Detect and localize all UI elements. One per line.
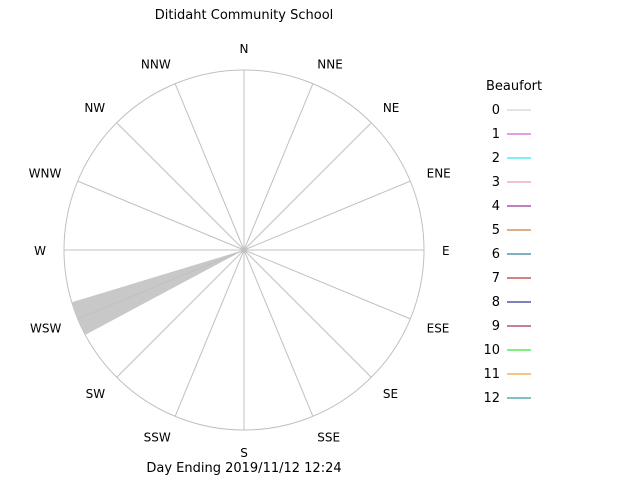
direction-label-w: W <box>34 244 46 258</box>
spoke-se <box>243 249 372 378</box>
rose-plot: N NNE NE ENE E ESE SE SSE S SSW SW WSW W WNW NW NNW <box>29 42 451 460</box>
spoke-wsw <box>77 249 245 320</box>
spoke-sse <box>243 249 314 417</box>
legend-label-6: 6 <box>492 247 500 262</box>
legend-label-4: 4 <box>492 199 500 214</box>
legend-label-3: 3 <box>492 175 500 190</box>
legend-label-2: 2 <box>492 151 500 166</box>
chart-title: Ditidaht Community School <box>155 8 334 23</box>
chart-footer: Day Ending 2019/11/12 12:24 <box>146 461 341 476</box>
legend-label-7: 7 <box>492 271 500 286</box>
legend-label-0: 0 <box>492 103 500 118</box>
legend-label-11: 11 <box>483 367 500 382</box>
legend-label-8: 8 <box>492 295 500 310</box>
direction-label-nne: NNE <box>317 57 343 71</box>
direction-label-ese: ESE <box>427 321 450 335</box>
direction-label-nw: NW <box>84 101 105 115</box>
direction-label-ne: NE <box>383 101 400 115</box>
petal-layer <box>71 250 245 335</box>
legend-label-1: 1 <box>492 127 500 142</box>
spoke-ese <box>243 249 411 320</box>
direction-label-sse: SSE <box>317 431 340 445</box>
legend-label-5: 5 <box>492 223 500 238</box>
legend-label-12: 12 <box>483 391 500 406</box>
direction-label-e: E <box>442 244 450 258</box>
direction-label-ene: ENE <box>427 167 451 181</box>
spoke-layer <box>64 70 424 430</box>
legend-title: Beaufort <box>486 79 542 94</box>
spoke-nne <box>243 83 314 251</box>
spoke-nnw <box>174 83 245 251</box>
spoke-ne <box>243 122 372 251</box>
legend-label-9: 9 <box>492 319 500 334</box>
direction-labels: N NNE NE ENE E ESE SE SSE S SSW SW WSW W WNW NW NNW <box>29 42 451 460</box>
direction-label-se: SE <box>383 387 398 401</box>
direction-label-sw: SW <box>86 387 106 401</box>
direction-label-wnw: WNW <box>29 167 62 181</box>
direction-label-ssw: SSW <box>144 431 171 445</box>
spoke-sw <box>116 249 245 378</box>
spoke-ssw <box>174 249 245 417</box>
direction-label-nnw: NNW <box>141 57 171 71</box>
petal-wsw <box>71 250 245 335</box>
spoke-nw <box>116 122 245 251</box>
spoke-ene <box>243 180 411 251</box>
spoke-wnw <box>77 180 245 251</box>
direction-label-s: S <box>240 446 248 460</box>
legend-label-10: 10 <box>483 343 500 358</box>
direction-label-wsw: WSW <box>30 321 61 335</box>
direction-label-n: N <box>240 42 249 56</box>
